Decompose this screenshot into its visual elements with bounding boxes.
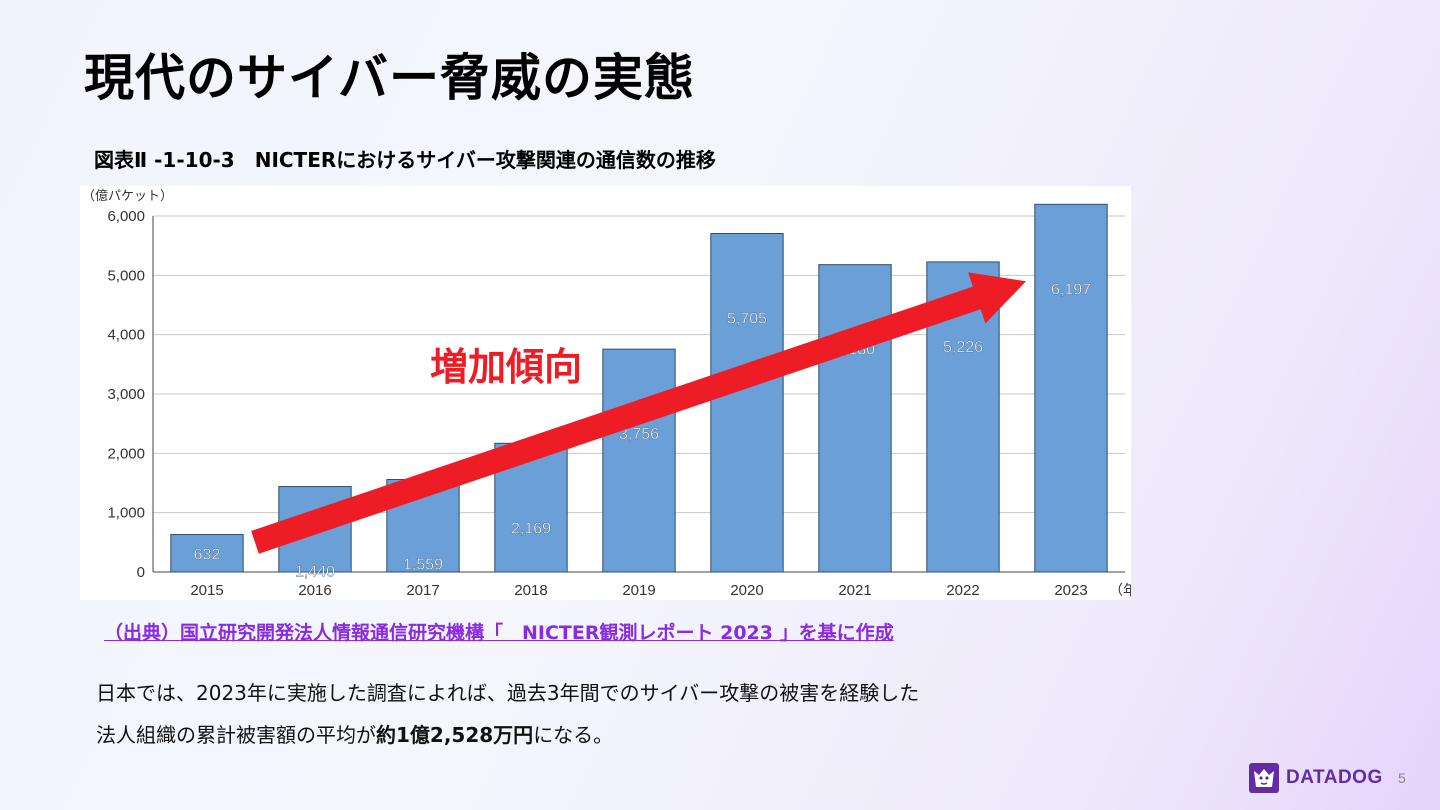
value-label: 6,197 — [1051, 281, 1091, 298]
y-tick-label: 1,000 — [107, 505, 145, 522]
bar — [170, 534, 244, 573]
y-tick-label: 2,000 — [107, 445, 145, 462]
trend-annotation: 増加傾向 — [430, 345, 582, 389]
y-tick-label: 4,000 — [107, 327, 145, 344]
source-link[interactable]: （出典）国立研究開発法人情報通信研究機構「 NICTER観測レポート 2023 … — [104, 622, 894, 644]
value-label: 5,705 — [727, 311, 767, 328]
body-line-1: 日本では、2023年に実施した調査によれば、過去3年間でのサイバー攻撃の被害を経… — [96, 681, 920, 705]
x-tick-label: 2021 — [838, 582, 871, 599]
x-tick-label: 2017 — [406, 582, 439, 599]
bar — [602, 348, 676, 573]
bar — [710, 233, 784, 573]
body-line-2: 法人組織の累計被害額の平均が約1億2,528万円になる。 — [96, 714, 1096, 756]
x-axis-unit: （年） — [1109, 583, 1131, 599]
value-label: 632 — [194, 546, 221, 563]
value-label: 3,756 — [619, 426, 659, 443]
y-tick-label: 3,000 — [107, 386, 145, 403]
chart-svg: 0 1,000 2,000 3,000 4,000 5,000 6,000 （億パケット） 20… — [82, 188, 1131, 599]
chart-caption: 図表Ⅱ -1-10-3 NICTERにおけるサイバー攻撃関連の通信数の推移 — [94, 148, 716, 172]
x-tick-label: 2023 — [1054, 582, 1087, 599]
damage-amount: 約1億2,528万円 — [376, 723, 534, 747]
body-text: 日本では、2023年に実施した調査によれば、過去3年間でのサイバー攻撃の被害を経… — [96, 672, 1096, 756]
datadog-logo: DATADOG — [1248, 762, 1383, 794]
x-tick-label: 2019 — [622, 582, 655, 599]
value-label: 5,226 — [943, 339, 983, 356]
body-line-2-suffix: になる。 — [533, 723, 614, 747]
dog-icon — [1249, 763, 1279, 793]
brand-name: DATADOG — [1286, 767, 1383, 788]
x-tick-label: 2016 — [298, 582, 331, 599]
bar — [1034, 203, 1108, 573]
bar-chart: 0 1,000 2,000 3,000 4,000 5,000 6,000 （億パケット） 20… — [80, 186, 1131, 600]
x-tick-label: 2015 — [190, 582, 223, 599]
y-tick-label: 6,000 — [107, 208, 145, 225]
value-label: 1,559 — [403, 556, 443, 573]
x-tick-label: 2020 — [730, 582, 763, 599]
body-line-2-prefix: 法人組織の累計被害額の平均が — [96, 723, 376, 747]
y-tick-label: 0 — [137, 564, 145, 581]
x-tick-label: 2018 — [514, 582, 547, 599]
value-label: 2,169 — [511, 520, 551, 537]
y-axis-unit: （億パケット） — [82, 188, 173, 204]
trend-arrow — [251, 272, 1026, 554]
x-tick-label: 2022 — [946, 582, 979, 599]
slide-title: 現代のサイバー脅威の実態 — [84, 49, 695, 107]
bar — [818, 264, 892, 573]
value-label: 1,440 — [295, 564, 335, 581]
page-number: 5 — [1398, 770, 1406, 786]
y-tick-label: 5,000 — [107, 267, 145, 284]
